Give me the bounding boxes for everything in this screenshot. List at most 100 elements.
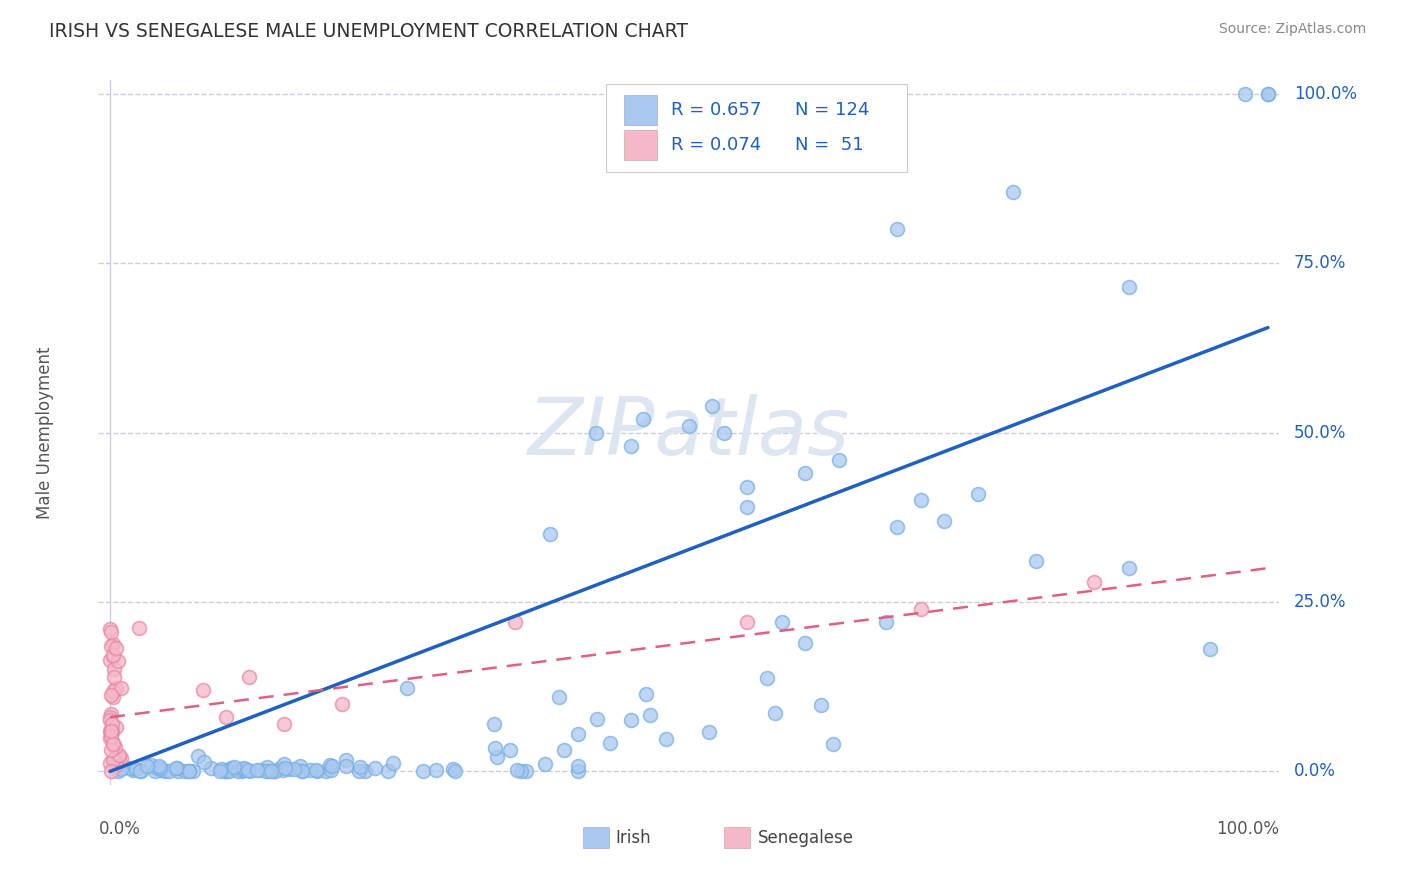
Point	[103, 648, 125, 663]
Point	[567, 764, 589, 778]
Point	[1118, 280, 1140, 294]
Point	[98, 653, 121, 667]
Point	[98, 710, 121, 724]
Point	[713, 425, 735, 440]
Point	[299, 763, 322, 777]
Point	[101, 690, 124, 704]
Point	[291, 764, 314, 779]
Point	[697, 725, 720, 739]
Point	[254, 764, 277, 779]
Point	[1233, 87, 1256, 101]
Point	[269, 761, 291, 775]
Point	[215, 764, 238, 779]
Point	[125, 762, 148, 776]
Point	[229, 763, 252, 777]
Point	[484, 741, 506, 756]
Point	[214, 764, 236, 778]
Point	[108, 748, 131, 763]
Point	[395, 681, 418, 695]
Point	[875, 615, 897, 630]
Point	[735, 500, 758, 515]
Point	[245, 763, 267, 777]
Point	[932, 514, 955, 528]
Point	[482, 717, 505, 731]
Point	[103, 670, 125, 684]
Point	[200, 761, 222, 775]
Point	[103, 662, 125, 676]
Point	[910, 602, 932, 616]
Point	[288, 758, 311, 772]
Point	[101, 683, 124, 698]
Text: R = 0.657: R = 0.657	[671, 101, 762, 119]
Point	[209, 764, 232, 779]
Point	[567, 759, 589, 773]
Point	[167, 764, 190, 779]
Point	[104, 758, 127, 772]
Point	[305, 764, 328, 778]
Point	[98, 622, 121, 636]
Point	[274, 760, 297, 774]
FancyBboxPatch shape	[624, 130, 657, 160]
Point	[638, 707, 661, 722]
Point	[763, 706, 786, 721]
Point	[620, 439, 643, 453]
Point	[100, 726, 122, 740]
Point	[319, 757, 342, 772]
Point	[104, 681, 127, 695]
Point	[1257, 87, 1279, 101]
Point	[143, 764, 166, 778]
Point	[735, 480, 758, 494]
Point	[319, 763, 342, 777]
Point	[150, 763, 173, 777]
Point	[263, 764, 285, 779]
Point	[177, 764, 200, 779]
Point	[828, 452, 851, 467]
Point	[191, 683, 214, 698]
Point	[157, 764, 180, 778]
Point	[283, 762, 305, 776]
Point	[1083, 574, 1105, 589]
Point	[412, 764, 434, 779]
Point	[910, 493, 932, 508]
Point	[129, 764, 152, 778]
Point	[655, 732, 678, 747]
Point	[349, 760, 371, 774]
Point	[98, 724, 121, 739]
Text: R = 0.074: R = 0.074	[671, 136, 762, 154]
Text: Irish: Irish	[616, 829, 651, 847]
Point	[315, 764, 337, 779]
Point	[173, 764, 195, 778]
Text: 0.0%: 0.0%	[1294, 763, 1336, 780]
Text: 75.0%: 75.0%	[1294, 254, 1346, 272]
Point	[108, 748, 131, 763]
Point	[148, 759, 170, 773]
Point	[149, 761, 172, 775]
Point	[101, 724, 124, 739]
Point	[538, 527, 561, 541]
Point	[1002, 185, 1025, 199]
Point	[233, 761, 256, 775]
Point	[321, 758, 343, 772]
Point	[139, 758, 162, 772]
Point	[153, 764, 176, 779]
Text: 25.0%: 25.0%	[1294, 593, 1346, 611]
Point	[354, 764, 377, 778]
Point	[100, 742, 122, 756]
Point	[1199, 642, 1222, 657]
Point	[98, 731, 121, 745]
Point	[620, 713, 643, 727]
Point	[100, 707, 122, 722]
Point	[101, 716, 124, 731]
Point	[271, 763, 294, 777]
Point	[678, 418, 700, 433]
Point	[810, 698, 832, 713]
Point	[273, 757, 295, 772]
Point	[187, 749, 209, 764]
Point	[107, 654, 129, 668]
Point	[260, 764, 283, 779]
Point	[218, 764, 240, 779]
Point	[239, 764, 262, 779]
Point	[128, 622, 150, 636]
FancyBboxPatch shape	[624, 95, 657, 125]
Point	[1025, 554, 1047, 568]
